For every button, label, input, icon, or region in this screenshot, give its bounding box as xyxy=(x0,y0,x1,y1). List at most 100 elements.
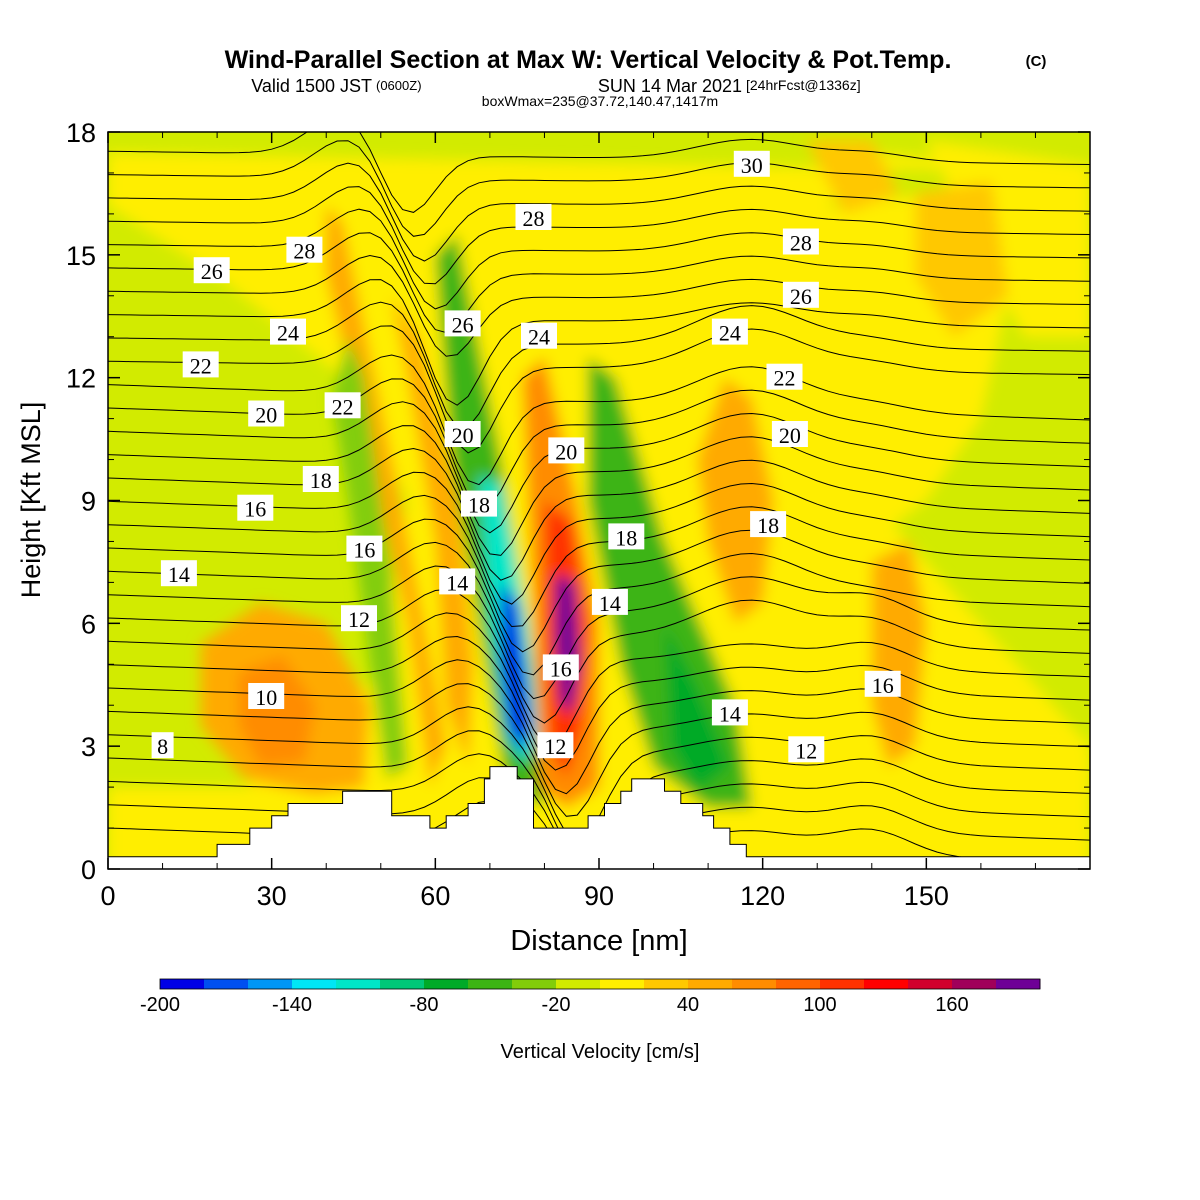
isentrope-line xyxy=(108,612,1090,746)
isentrope-line xyxy=(108,162,1090,262)
velocity-field xyxy=(108,140,1090,869)
colorbar-swatch xyxy=(204,979,249,989)
downdraft-core xyxy=(500,582,531,755)
colorbar-swatch xyxy=(424,979,469,989)
isentrope-label: 20 xyxy=(452,423,474,448)
svg-text:SUN 14 Mar 2021: SUN 14 Mar 2021 xyxy=(598,76,742,96)
x-axis: 0 30 60 90 120 150 xyxy=(100,132,1036,911)
isentrope-line xyxy=(108,588,1090,724)
isentrope-label-box xyxy=(182,351,219,378)
isentrope-label: 16 xyxy=(872,673,894,698)
x-axis-label: Distance [nm] xyxy=(510,925,687,957)
isentrope-line xyxy=(108,518,1090,653)
updraft-band xyxy=(391,295,474,767)
isentrope-line xyxy=(108,753,1090,869)
isentrope-label-box xyxy=(537,732,574,759)
isentrope-label-box xyxy=(341,605,377,632)
isentrope-line xyxy=(108,401,1090,534)
isentrope-label-box xyxy=(864,670,901,697)
isentrope-label-box xyxy=(591,588,628,615)
isentrope-label-box xyxy=(608,523,645,550)
isentrope-line xyxy=(108,494,1090,628)
colorbar-swatch xyxy=(908,979,953,989)
y-tick-label: 15 xyxy=(66,241,96,271)
isentrope-label: 12 xyxy=(544,734,566,759)
colorbar-tick-label: -80 xyxy=(410,994,439,1016)
x-tick-label: 30 xyxy=(257,881,287,911)
isentrope-label-box xyxy=(444,310,481,337)
isentrope-label: 16 xyxy=(550,656,572,681)
colorbar-tick-label: -200 xyxy=(140,994,180,1016)
isentrope-label-box xyxy=(542,654,579,681)
isentrope-line xyxy=(108,254,1090,357)
colorbar-swatch xyxy=(952,979,997,989)
colorbar-swatch xyxy=(248,979,293,989)
svg-text:[24hrFcst@1336z]: [24hrFcst@1336z] xyxy=(746,77,861,93)
isentrope-label-box xyxy=(461,490,497,517)
svg-text:(0600Z): (0600Z) xyxy=(376,78,422,93)
y-tick-label: 9 xyxy=(81,487,96,517)
copyright-mark: (C) xyxy=(1026,53,1047,70)
isentrope-label: 18 xyxy=(615,525,637,550)
isentrope-label: 12 xyxy=(348,607,370,632)
isentrope-label-box xyxy=(711,318,748,345)
isentrope-label: 8 xyxy=(157,734,168,759)
colorbar-swatch xyxy=(160,979,205,989)
isentrope-label-box xyxy=(302,466,339,492)
svg-text:Valid 1500 JST: Valid 1500 JST xyxy=(251,76,372,96)
colorbar-swatch xyxy=(380,979,425,989)
boxwmax-subtitle: boxWmax=235@37.72,140.47,1417m xyxy=(482,93,718,109)
isentrope-label: 20 xyxy=(779,423,801,448)
colorbar-swatch xyxy=(468,979,513,989)
colorbar-tick-label: -20 xyxy=(542,994,571,1016)
isentrope-label: 14 xyxy=(599,591,621,616)
isentrope-label-box xyxy=(160,560,197,587)
isentrope-label: 26 xyxy=(201,259,223,284)
isentrope-label: 28 xyxy=(523,206,545,231)
colorbar-tick-label: -140 xyxy=(272,994,312,1016)
updraft-band xyxy=(326,205,447,788)
y-axis: 0 3 6 9 12 15 18 xyxy=(66,118,1090,885)
colorbar-swatch xyxy=(292,979,337,989)
isentrope-label: 18 xyxy=(310,468,332,493)
isentrope-label-box xyxy=(521,322,557,349)
colorbar-frame xyxy=(159,978,1041,990)
terrain-mask xyxy=(108,766,1090,869)
x-tick-label: 90 xyxy=(584,881,614,911)
isentrope-line xyxy=(108,325,1090,454)
isentrope-line xyxy=(108,354,1090,486)
isentrope-line xyxy=(108,279,1090,406)
y-tick-label: 18 xyxy=(66,118,96,148)
isentrope-label-box xyxy=(711,699,748,726)
isentrope-label-box xyxy=(439,568,476,595)
isentrope-label: 24 xyxy=(719,321,741,346)
isentrope-label: 28 xyxy=(790,231,812,256)
isentrope-label: 26 xyxy=(790,284,812,309)
colorbar-tick-label: 40 xyxy=(677,994,699,1016)
isentrope-line xyxy=(108,777,1090,869)
colorbar-swatch xyxy=(996,979,1041,989)
isentrope-line xyxy=(108,232,1090,334)
isentrope-label-box xyxy=(286,236,323,263)
isentrope-label: 30 xyxy=(741,153,763,178)
isentrope-label-box xyxy=(270,318,306,345)
isentrope-label: 24 xyxy=(528,325,550,350)
updraft-upper xyxy=(915,181,1009,337)
isentrope-line xyxy=(108,683,1090,817)
colorbar-label: Vertical Velocity [cm/s] xyxy=(501,1041,700,1063)
colorbar-swatch xyxy=(864,979,909,989)
isentrope-line xyxy=(108,140,1090,237)
isentrope-line xyxy=(108,635,1090,771)
isentrope-label: 16 xyxy=(244,497,266,522)
y-axis-label: Height [Kft MSL] xyxy=(16,402,46,599)
isentrope-label-box xyxy=(248,683,285,709)
isentrope-label-box xyxy=(237,494,274,521)
chart-title: Wind-Parallel Section at Max W: Vertical… xyxy=(225,46,952,74)
isentrope-label: 22 xyxy=(332,394,354,419)
colorbar-swatch xyxy=(336,979,381,989)
isentrope-label: 26 xyxy=(452,312,474,337)
isentrope-line xyxy=(108,208,1090,310)
isentrope-label: 18 xyxy=(468,493,490,518)
isentrope-label-box xyxy=(324,392,361,419)
